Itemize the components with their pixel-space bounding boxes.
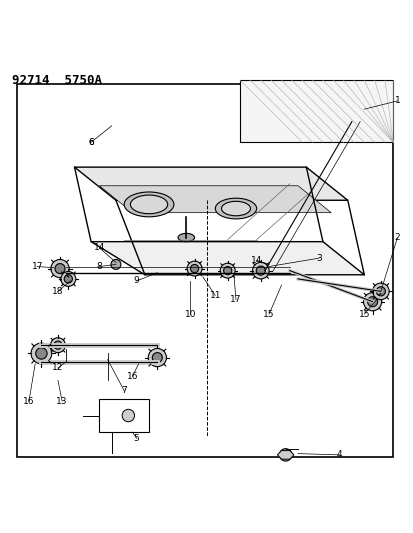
Text: 4: 4 [336,450,342,459]
Circle shape [36,348,47,359]
Text: 15: 15 [358,310,369,319]
Circle shape [61,271,76,286]
Circle shape [31,343,52,364]
Text: 16: 16 [126,372,138,381]
Text: 6: 6 [88,138,94,147]
Circle shape [220,263,235,278]
Ellipse shape [130,195,167,214]
Circle shape [256,266,265,275]
Circle shape [223,266,231,274]
Text: 14: 14 [93,244,105,252]
Bar [99,399,149,432]
Text: 7: 7 [121,386,127,395]
Circle shape [54,341,62,349]
Circle shape [190,264,198,273]
Circle shape [111,260,121,269]
Circle shape [187,261,202,276]
Circle shape [55,263,65,273]
Polygon shape [74,167,347,200]
Polygon shape [240,80,392,142]
Ellipse shape [178,233,194,241]
Ellipse shape [221,201,250,216]
Polygon shape [91,241,363,275]
Circle shape [372,283,388,300]
Text: 15: 15 [263,310,274,319]
Circle shape [363,293,381,311]
Ellipse shape [215,198,256,219]
Text: 17: 17 [230,295,241,304]
Polygon shape [277,450,293,459]
Polygon shape [99,186,330,213]
Text: 18: 18 [52,287,64,296]
Text: 13: 13 [56,397,68,406]
Circle shape [50,338,65,353]
Text: 6: 6 [88,138,94,147]
Text: 10: 10 [184,310,196,319]
Circle shape [279,449,291,461]
Text: 3: 3 [315,254,321,263]
Circle shape [64,275,72,283]
Circle shape [152,352,162,362]
Circle shape [51,260,69,278]
Text: 2: 2 [394,233,399,242]
Text: 17: 17 [31,262,43,271]
Text: 8: 8 [96,262,102,271]
Text: 5: 5 [133,434,139,443]
Ellipse shape [124,192,173,217]
Circle shape [122,409,134,422]
Text: 12: 12 [52,364,64,373]
Circle shape [148,349,166,367]
Text: 11: 11 [209,291,221,300]
Circle shape [252,262,268,279]
Circle shape [375,287,385,296]
Text: 1: 1 [394,96,399,106]
Text: 92714  5750A: 92714 5750A [12,74,102,87]
Circle shape [367,297,377,306]
Text: 14: 14 [250,256,262,265]
Text: 9: 9 [133,277,139,286]
Text: 16: 16 [23,397,35,406]
